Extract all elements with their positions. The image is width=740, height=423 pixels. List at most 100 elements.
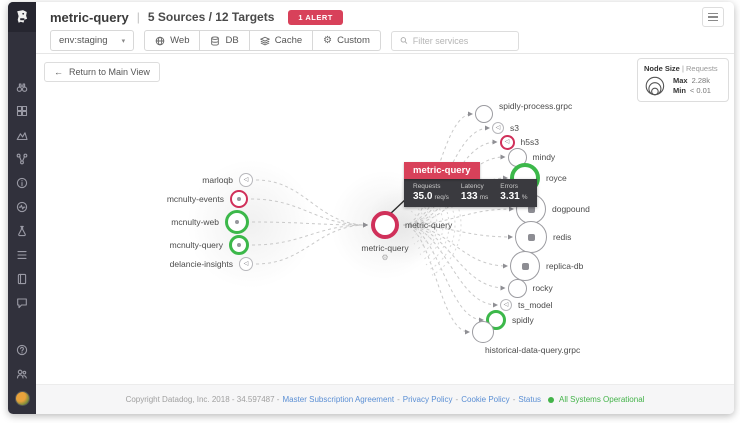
filter-cache-button[interactable]: Cache bbox=[248, 30, 314, 51]
title-separator: | bbox=[136, 10, 140, 24]
map-node-delancie-insights[interactable]: ◁ bbox=[239, 257, 253, 271]
node-label-mcnulty-query[interactable]: mcnulty-query bbox=[169, 240, 223, 250]
return-to-main-view-button[interactable]: ← Return to Main View bbox=[44, 62, 160, 82]
status-text: All Systems Operational bbox=[559, 395, 645, 404]
node-label-mcnulty-events[interactable]: mcnulty-events bbox=[166, 194, 224, 204]
node-label-h5s3[interactable]: h5s3 bbox=[520, 137, 539, 147]
map-node-ts_model[interactable]: ◁ bbox=[500, 299, 512, 311]
globe-icon bbox=[155, 36, 165, 45]
dashboards-icon[interactable] bbox=[16, 104, 29, 117]
node-label-delancie-insights[interactable]: delancie-insights bbox=[169, 259, 233, 269]
nested-circles-icon bbox=[645, 76, 665, 96]
help-icon[interactable] bbox=[16, 343, 29, 356]
node-tooltip: metric-query Requests 35.0 req/s Latency … bbox=[404, 160, 537, 207]
node-label-royce[interactable]: royce bbox=[546, 173, 567, 183]
node-label-marloqb[interactable]: marloqb bbox=[202, 175, 233, 185]
page-footer: Copyright Datadog, Inc. 2018 - 34.597487… bbox=[36, 384, 734, 414]
map-node-marloqb[interactable]: ◁ bbox=[239, 173, 253, 187]
monitors-icon[interactable] bbox=[16, 152, 29, 165]
node-label-redis[interactable]: redis bbox=[553, 232, 572, 242]
filter-db-button[interactable]: DB bbox=[199, 30, 250, 51]
speaker-node-icon: ◁ bbox=[243, 261, 249, 267]
env-select[interactable]: env:staging ▾ bbox=[50, 30, 135, 51]
logs-icon[interactable] bbox=[16, 272, 29, 285]
legend-metric: Requests bbox=[685, 64, 718, 73]
legend-min-value: < 0.01 bbox=[689, 86, 711, 95]
page-title: metric-query bbox=[50, 9, 129, 25]
map-node-mcnulty-query[interactable] bbox=[229, 235, 249, 255]
link-master-subscription-agreement[interactable]: Master Subscription Agreement bbox=[282, 395, 395, 404]
hamburger-menu-button[interactable] bbox=[702, 7, 724, 27]
node-label-mcnulty-web[interactable]: mcnulty-web bbox=[171, 217, 219, 227]
filter-web-button[interactable]: Web bbox=[144, 30, 201, 51]
map-node-historical-data-query.grpc[interactable] bbox=[472, 321, 494, 343]
status-dot-icon bbox=[548, 396, 555, 403]
alert-badge[interactable]: 1 ALERT bbox=[288, 9, 343, 25]
node-label-spidly-process.grpc[interactable]: spidly-process.grpc bbox=[499, 101, 573, 111]
map-node-redis[interactable] bbox=[515, 221, 547, 253]
node-layer: ◁ marloqb mcnulty-events mcnulty-web mcnulty… bbox=[36, 54, 734, 384]
link-status[interactable]: Status bbox=[518, 395, 542, 404]
map-node-spidly-process.grpc[interactable] bbox=[475, 105, 493, 123]
node-label-metric-query[interactable]: metric-query bbox=[405, 220, 453, 230]
map-node-s3[interactable]: ◁ bbox=[492, 122, 504, 134]
chat-icon[interactable] bbox=[16, 296, 29, 309]
search-input[interactable] bbox=[412, 35, 510, 46]
sidebar-nav bbox=[8, 2, 36, 414]
filter-services-search bbox=[390, 30, 519, 51]
database-node-icon bbox=[527, 205, 535, 213]
binoculars-icon[interactable] bbox=[16, 80, 29, 93]
notebooks-icon[interactable] bbox=[16, 248, 29, 261]
node-dot-icon bbox=[237, 197, 241, 201]
node-label-rocky[interactable]: rocky bbox=[532, 283, 553, 293]
speaker-node-icon: ◁ bbox=[504, 139, 510, 145]
node-label-mindy[interactable]: mindy bbox=[532, 152, 556, 162]
filter-custom-button[interactable]: ⚙ Custom bbox=[312, 30, 381, 51]
user-avatar[interactable] bbox=[14, 391, 30, 406]
node-label-replica-db[interactable]: replica-db bbox=[546, 261, 584, 271]
legend-max-value: 2.28k bbox=[691, 75, 710, 85]
link-cookie-policy[interactable]: Cookie Policy bbox=[461, 395, 510, 404]
map-node-metric-query[interactable] bbox=[371, 211, 399, 239]
focus-node-label[interactable]: metric-query ⚙ bbox=[325, 243, 445, 262]
team-icon[interactable] bbox=[16, 367, 29, 380]
map-node-replica-db[interactable] bbox=[510, 251, 540, 281]
link-privacy-policy[interactable]: Privacy Policy bbox=[402, 395, 453, 404]
node-label-s3[interactable]: s3 bbox=[510, 123, 519, 133]
node-label-spidly[interactable]: spidly bbox=[512, 315, 534, 325]
speaker-node-icon: ◁ bbox=[503, 302, 509, 308]
speaker-node-icon: ◁ bbox=[495, 125, 501, 131]
database-node-icon bbox=[527, 233, 535, 241]
dog-mascot-icon bbox=[17, 10, 28, 23]
node-gear-icon: ⚙ bbox=[381, 253, 389, 262]
legend-title: Node Size bbox=[644, 64, 680, 73]
app-card: metric-query | 5 Sources / 12 Targets 1 … bbox=[8, 2, 734, 414]
node-label-dogpound[interactable]: dogpound bbox=[552, 204, 590, 214]
node-label-historical-data-query.grpc[interactable]: historical-data-query.grpc bbox=[485, 345, 581, 355]
map-node-rocky[interactable] bbox=[507, 278, 527, 298]
map-node-mcnulty-events[interactable] bbox=[230, 190, 248, 208]
tooltip-errors: Errors 3.31% bbox=[500, 183, 528, 202]
search-icon bbox=[400, 37, 408, 44]
map-node-h5s3[interactable]: ◁ bbox=[499, 134, 515, 150]
database-icon bbox=[211, 35, 220, 46]
info-icon[interactable] bbox=[16, 176, 29, 189]
map-node-mcnulty-web[interactable] bbox=[225, 210, 249, 234]
page-header: metric-query | 5 Sources / 12 Targets 1 … bbox=[36, 2, 734, 54]
speaker-node-icon: ◁ bbox=[243, 177, 249, 183]
infrastructure-icon[interactable] bbox=[16, 128, 29, 141]
left-arrow-icon: ← bbox=[54, 67, 63, 77]
tooltip-requests: Requests 35.0 req/s bbox=[413, 183, 449, 202]
apm-icon[interactable] bbox=[16, 200, 29, 213]
node-dot-icon bbox=[235, 220, 239, 224]
sidebar-icon-list bbox=[8, 80, 36, 380]
flask-icon[interactable] bbox=[16, 224, 29, 237]
node-dot-icon bbox=[237, 243, 241, 247]
service-map-canvas[interactable]: ◁ marloqb mcnulty-events mcnulty-web mcnulty… bbox=[36, 54, 734, 384]
datadog-logo[interactable] bbox=[8, 2, 36, 32]
tooltip-title: metric-query bbox=[404, 162, 480, 179]
chevron-down-icon: ▾ bbox=[121, 37, 126, 45]
node-size-legend: Node Size | Requests Max 2.28k Min < 0.01 bbox=[637, 58, 729, 102]
node-label-ts_model[interactable]: ts_model bbox=[518, 300, 553, 310]
tooltip-latency: Latency 133 ms bbox=[460, 183, 489, 202]
